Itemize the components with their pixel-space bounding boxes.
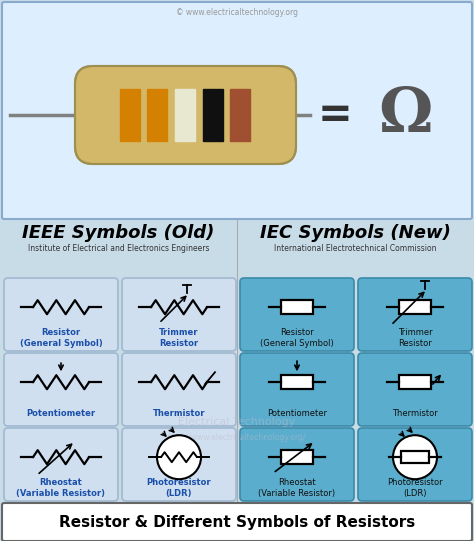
Bar [401,451,429,463]
Bar [120,89,140,141]
Bar [281,300,313,314]
Text: Potentiometer: Potentiometer [27,408,96,418]
Text: Potentiometer: Potentiometer [267,408,327,418]
Text: Trimmer
Resistor: Trimmer Resistor [159,328,199,348]
Text: Thermistor: Thermistor [392,408,438,418]
FancyBboxPatch shape [358,353,472,426]
Bar [230,89,250,141]
Text: Resistor
(General Symbol): Resistor (General Symbol) [260,328,334,348]
FancyBboxPatch shape [240,278,354,351]
FancyBboxPatch shape [2,2,472,219]
Text: Resistor
(General Symbol): Resistor (General Symbol) [19,328,102,348]
Bar [175,89,195,141]
FancyBboxPatch shape [358,278,472,351]
Text: IEC Symbols (New): IEC Symbols (New) [260,224,451,242]
FancyBboxPatch shape [2,503,472,541]
Text: Resistor & Different Symbols of Resistors: Resistor & Different Symbols of Resistor… [59,514,415,530]
FancyBboxPatch shape [4,428,118,501]
FancyBboxPatch shape [240,428,354,501]
Text: Ω: Ω [378,85,432,145]
Text: IEEE Symbols (Old): IEEE Symbols (Old) [22,224,215,242]
Bar [147,89,167,141]
Text: Photoresistor
(LDR): Photoresistor (LDR) [387,478,443,498]
Text: Trimmer
Resistor: Trimmer Resistor [398,328,432,348]
Circle shape [157,435,201,479]
Circle shape [393,435,437,479]
FancyBboxPatch shape [122,428,236,501]
Bar [281,375,313,389]
Text: Electrical Technology: Electrical Technology [178,417,296,427]
Text: =: = [318,94,352,136]
Text: http://www.electricaltechnology.org/: http://www.electricaltechnology.org/ [168,433,306,443]
Text: Photoresistor
(LDR): Photoresistor (LDR) [146,478,211,498]
Text: © www.electricaltechnology.org: © www.electricaltechnology.org [176,8,298,17]
Bar [203,89,223,141]
FancyBboxPatch shape [75,66,296,164]
Text: Rheostat
(Variable Resistor): Rheostat (Variable Resistor) [17,478,106,498]
FancyBboxPatch shape [122,353,236,426]
FancyBboxPatch shape [4,353,118,426]
Text: Institute of Electrical and Electronics Engineers: Institute of Electrical and Electronics … [28,244,209,253]
Text: International Electrotechnical Commission: International Electrotechnical Commissio… [274,244,437,253]
FancyBboxPatch shape [4,278,118,351]
Text: Thermistor: Thermistor [153,408,205,418]
Bar [399,300,431,314]
FancyBboxPatch shape [240,353,354,426]
Bar [281,450,313,464]
FancyBboxPatch shape [122,278,236,351]
Bar [399,375,431,389]
FancyBboxPatch shape [358,428,472,501]
Text: Rheostat
(Variable Resistor): Rheostat (Variable Resistor) [258,478,336,498]
